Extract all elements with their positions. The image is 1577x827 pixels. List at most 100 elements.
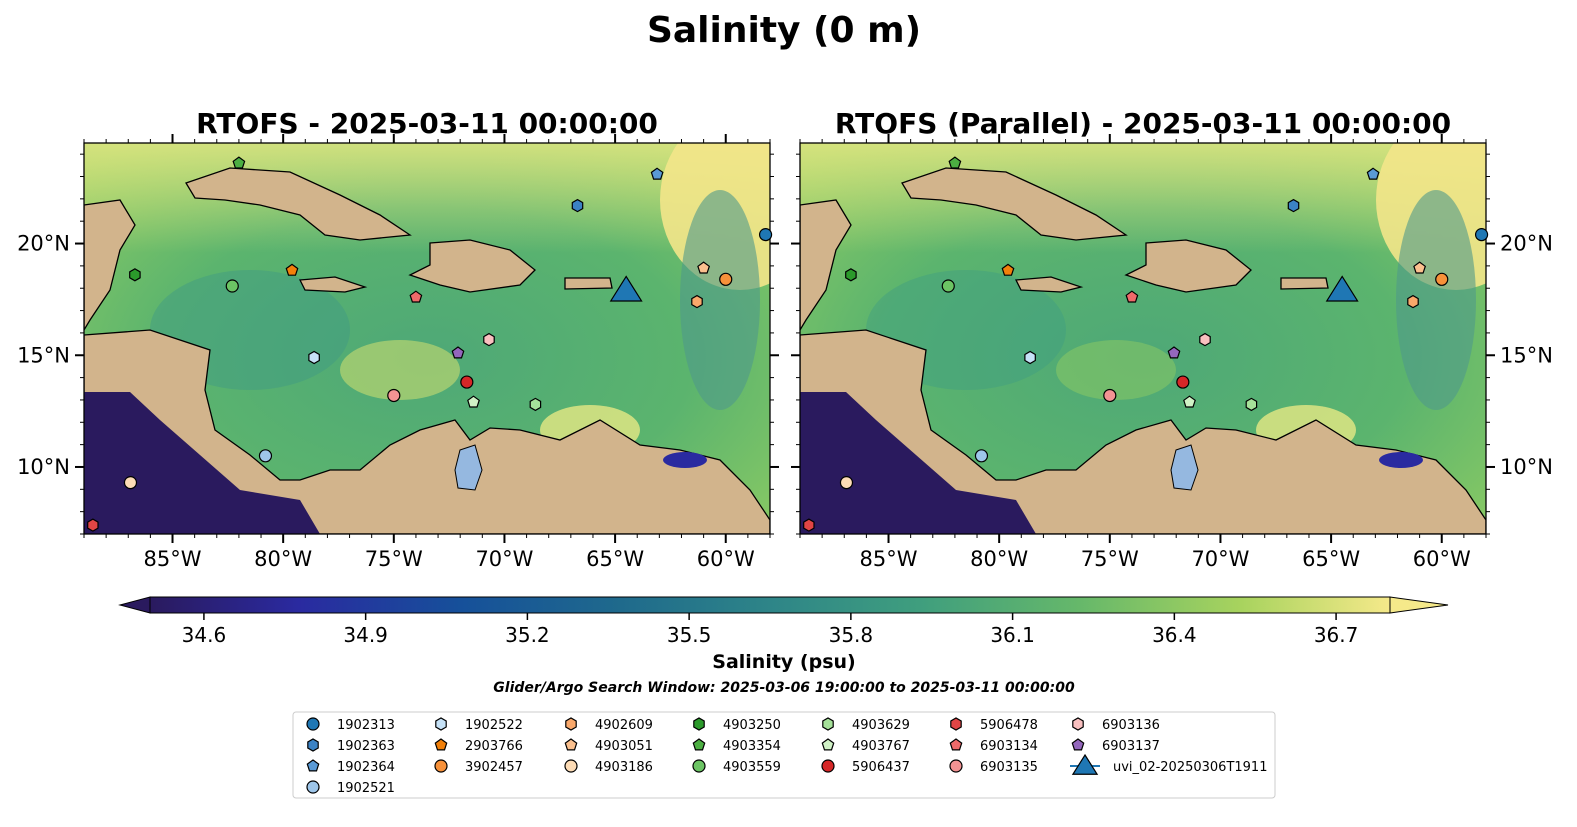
legend-marker bbox=[822, 717, 834, 731]
legend-entry: 1902313 bbox=[306, 717, 395, 733]
legend-marker bbox=[693, 717, 705, 731]
left-map-markers bbox=[87, 156, 773, 532]
legend-label: 6903134 bbox=[980, 739, 1038, 754]
legend-label: 4902609 bbox=[595, 718, 653, 733]
map-marker-1902522 bbox=[308, 350, 320, 365]
map-marker-4903767 bbox=[467, 395, 480, 408]
colorbar-tick-label: 36.1 bbox=[990, 623, 1035, 647]
legend-label: 1902363 bbox=[337, 739, 395, 754]
map-marker-6903137 bbox=[1167, 346, 1181, 359]
legend: 1902313 1902363 1902364 1902521 1902522 29037… bbox=[292, 711, 1276, 799]
map-marker-5906478 bbox=[803, 518, 815, 532]
left-map-frame bbox=[83, 142, 771, 535]
legend-entry: 4903186 bbox=[564, 759, 653, 775]
colorbar-extend-high bbox=[1389, 596, 1449, 614]
map-marker-3902457 bbox=[719, 272, 733, 286]
legend-marker bbox=[692, 738, 706, 751]
lat-tick-label: 15°N bbox=[1500, 343, 1553, 367]
figure-suptitle: Salinity (0 m) bbox=[647, 10, 921, 51]
legend-label: uvi_02-20250306T1911 bbox=[1113, 760, 1267, 775]
legend-marker bbox=[307, 738, 319, 752]
map-marker-2903766 bbox=[1001, 263, 1015, 276]
legend-label: 4903354 bbox=[723, 739, 781, 754]
lat-tick-label: 20°N bbox=[1500, 232, 1553, 256]
lat-tick-label: 20°N bbox=[17, 232, 70, 256]
legend-label: 4903250 bbox=[723, 718, 781, 733]
lon-tick-label: 80°W bbox=[254, 547, 312, 571]
map-marker-6903135 bbox=[1103, 388, 1117, 403]
map-marker-4903051 bbox=[1413, 261, 1427, 274]
legend-label: 5906437 bbox=[852, 760, 910, 775]
map-marker-uvi_02-20250306T1911 bbox=[1325, 275, 1359, 302]
legend-marker bbox=[434, 759, 448, 773]
legend-marker bbox=[306, 780, 320, 794]
lon-tick-label: 80°W bbox=[970, 547, 1028, 571]
left-lat-ticks: 10°N 15°N 20°N bbox=[17, 153, 779, 535]
right-map-title: RTOFS (Parallel) - 2025-03-11 00:00:00 bbox=[835, 107, 1451, 140]
map-marker-6903134 bbox=[1125, 290, 1139, 303]
map-marker-6903134 bbox=[409, 290, 423, 303]
legend-marker bbox=[1072, 717, 1084, 731]
legend-label: 6903136 bbox=[1102, 718, 1160, 733]
lon-tick-label: 75°W bbox=[1081, 547, 1139, 571]
map-marker-6903137 bbox=[451, 346, 465, 359]
legend-entry: uvi_02-20250306T1911 bbox=[1070, 753, 1267, 775]
right-lon-ticks: 85°W 80°W 75°W 70°W 65°W 60°W bbox=[799, 134, 1487, 571]
map-marker-1902364 bbox=[1366, 167, 1380, 180]
right-lat-ticks: 10°N 15°N 20°N bbox=[791, 153, 1553, 535]
colorbar-tick-label: 36.4 bbox=[1152, 623, 1197, 647]
map-marker-6903135 bbox=[387, 388, 401, 403]
legend-entry: 5906437 bbox=[821, 759, 910, 775]
map-marker-1902363 bbox=[571, 198, 584, 213]
map-marker-1902364 bbox=[650, 167, 664, 180]
search-window-text: Glider/Argo Search Window: 2025-03-06 19… bbox=[493, 680, 1075, 696]
legend-label: 4903767 bbox=[852, 739, 910, 754]
legend-label: 3902457 bbox=[465, 760, 523, 775]
legend-entry: 4903559 bbox=[692, 759, 781, 775]
legend-entry: 3902457 bbox=[434, 759, 523, 775]
legend-marker bbox=[950, 717, 962, 731]
legend-marker bbox=[306, 717, 320, 731]
legend-label: 6903137 bbox=[1102, 739, 1160, 754]
colorbar-tick-label: 34.9 bbox=[343, 623, 388, 647]
map-marker-1902313 bbox=[758, 228, 773, 242]
legend-marker bbox=[564, 759, 578, 773]
lon-tick-label: 75°W bbox=[365, 547, 423, 571]
legend-label: 4903051 bbox=[595, 739, 653, 754]
right-map-frame bbox=[799, 142, 1487, 535]
colorbar-label: Salinity (psu) bbox=[712, 651, 855, 673]
land bbox=[84, 167, 770, 534]
legend-entry: 6903135 bbox=[949, 759, 1038, 775]
map-marker-5906478 bbox=[87, 518, 99, 532]
map-marker-4903051 bbox=[697, 261, 711, 274]
legend-entry: 4903629 bbox=[822, 717, 910, 733]
map-marker-4903186 bbox=[123, 476, 138, 490]
legend-entry: 1902363 bbox=[307, 738, 395, 754]
legend-label: 5906478 bbox=[980, 718, 1038, 733]
legend-marker bbox=[949, 759, 963, 773]
map-marker-6903136 bbox=[483, 332, 495, 347]
lon-tick-label: 60°W bbox=[697, 547, 755, 571]
legend-label: 1902364 bbox=[337, 760, 395, 775]
pacific-low-salinity bbox=[84, 392, 320, 534]
map-marker-uvi_02-20250306T1911 bbox=[609, 275, 643, 302]
legend-entry: 5906478 bbox=[950, 717, 1038, 733]
legend-marker bbox=[692, 759, 706, 773]
legend-label: 6903135 bbox=[980, 760, 1038, 775]
map-marker-4903250 bbox=[845, 268, 857, 282]
legend-entry: 4902609 bbox=[565, 717, 653, 733]
legend-marker bbox=[1071, 738, 1085, 751]
map-marker-4903186 bbox=[839, 476, 854, 490]
legend-entry: 2903766 bbox=[434, 738, 523, 754]
legend-marker bbox=[306, 759, 320, 772]
map-marker-4903354 bbox=[232, 156, 246, 169]
colorbar-tick-label: 36.7 bbox=[1314, 623, 1359, 647]
legend-marker bbox=[565, 717, 577, 731]
lat-tick-label: 10°N bbox=[17, 455, 70, 479]
colorbar-ticks: 34.6 34.9 35.2 35.5 35.8 36.1 36.4 36.7 bbox=[182, 613, 1359, 647]
map-marker-4903629 bbox=[529, 397, 542, 412]
legend-entry: 1902522 bbox=[435, 717, 523, 733]
legend-marker bbox=[1071, 753, 1099, 775]
colorbar-extend-low bbox=[118, 596, 151, 614]
legend-marker bbox=[435, 717, 447, 731]
